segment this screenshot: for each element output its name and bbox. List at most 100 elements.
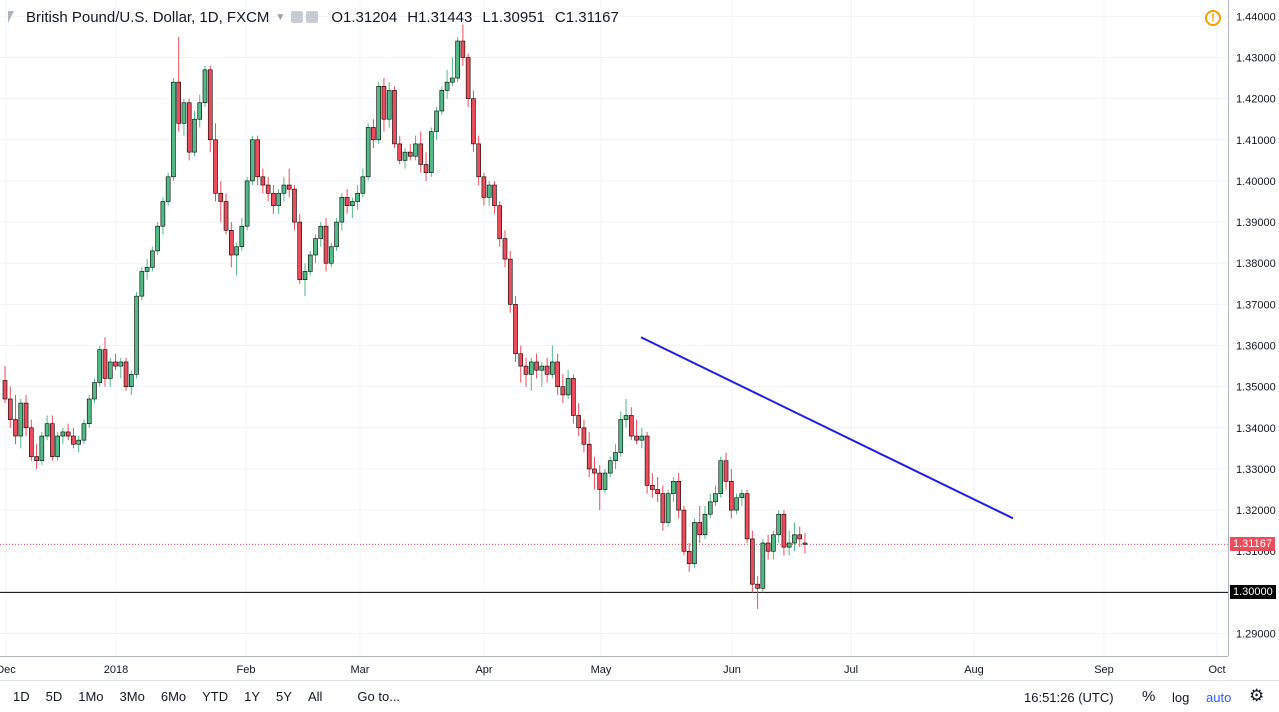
candle-body — [429, 131, 434, 174]
candle-body — [792, 534, 797, 544]
candle-body — [76, 439, 81, 445]
candle-body — [655, 489, 660, 494]
candle-body — [123, 361, 129, 387]
open-label: O — [331, 8, 343, 26]
percent-toggle[interactable]: % — [1142, 688, 1156, 705]
candle-body — [271, 192, 276, 206]
candle-body — [781, 513, 787, 548]
candle — [613, 444, 618, 469]
range-1y[interactable]: 1Y — [244, 689, 261, 704]
candle-body — [365, 127, 371, 178]
candle-body — [302, 271, 308, 280]
candle — [676, 473, 681, 519]
candle-body — [534, 361, 539, 371]
candle-body — [755, 583, 760, 589]
range-5d[interactable]: 5D — [45, 689, 63, 704]
x-tick-label: Dec — [0, 664, 16, 676]
utc-clock[interactable]: 16:51:26 (UTC) — [1024, 690, 1114, 705]
settings-gear-icon[interactable]: ⚙ — [1249, 686, 1265, 705]
candle-body — [634, 435, 639, 441]
candle-body — [55, 435, 60, 457]
candle — [534, 353, 539, 379]
price-chart[interactable]: 1.44000 1.43000 1.42000 1.41000 1.40000 1.390… — [0, 0, 1279, 680]
candle — [302, 263, 308, 297]
candle-body — [439, 90, 445, 112]
candle — [318, 222, 324, 247]
candle-body — [92, 382, 97, 400]
candle-body — [318, 225, 324, 239]
range-1d[interactable]: 1D — [13, 689, 30, 704]
candle-body — [671, 480, 676, 494]
y-tick-label: 1.43000 — [1236, 52, 1276, 64]
candle — [397, 135, 403, 165]
candle — [792, 522, 797, 552]
candle-body — [281, 184, 287, 194]
candle — [413, 135, 418, 161]
candle-body — [13, 419, 18, 437]
candle-body — [113, 361, 118, 367]
format-square-icon[interactable] — [291, 11, 304, 23]
candle — [434, 106, 439, 140]
candle-body — [350, 201, 355, 206]
candle — [681, 505, 687, 556]
candle — [7, 386, 13, 428]
alert-clock-icon[interactable]: ! — [1205, 10, 1221, 26]
candle-body — [229, 230, 234, 256]
candle-body — [644, 435, 650, 486]
candle — [655, 477, 660, 502]
candle — [639, 427, 645, 449]
candle-body — [555, 361, 560, 387]
auto-toggle[interactable]: auto — [1206, 690, 1232, 705]
candle — [271, 185, 276, 214]
candle-body — [397, 143, 403, 161]
candle — [244, 176, 250, 231]
range-1mo[interactable]: 1Mo — [78, 689, 104, 704]
chevron-down-icon[interactable]: ▼ — [275, 11, 286, 23]
range-3mo[interactable]: 3Mo — [119, 689, 145, 704]
y-tick-label: 1.38000 — [1236, 258, 1276, 270]
candle-body — [471, 98, 476, 145]
candle-body — [697, 522, 703, 536]
candle — [750, 530, 755, 593]
settings-square-icon[interactable] — [306, 11, 319, 23]
candle — [507, 250, 513, 313]
support-level — [0, 543, 1228, 593]
candle-body — [381, 85, 387, 120]
candle-body — [560, 386, 566, 396]
y-tick-label: 1.36000 — [1236, 341, 1276, 353]
candle — [734, 493, 739, 515]
candle — [150, 246, 155, 272]
log-toggle[interactable]: log — [1172, 690, 1190, 705]
candle-body — [581, 427, 587, 445]
candle — [323, 217, 329, 272]
candle — [386, 82, 392, 128]
range-ytd[interactable]: YTD — [202, 689, 229, 704]
goto-button[interactable]: Go to... — [357, 689, 401, 704]
candle — [39, 431, 45, 465]
bottom-toolbar: 1D 5D 1Mo 3Mo 6Mo YTD 1Y 5Y All Go to...… — [0, 680, 1279, 712]
range-all[interactable]: All — [307, 689, 323, 704]
candle-body — [771, 534, 776, 552]
chart-area[interactable]: 1.44000 1.43000 1.42000 1.41000 1.40000 1.390… — [0, 0, 1279, 680]
candle — [186, 98, 192, 161]
candle — [44, 415, 50, 441]
candle — [229, 222, 234, 268]
y-tick-label: 1.40000 — [1236, 176, 1276, 188]
candle-body — [592, 468, 597, 474]
range-5y[interactable]: 5Y — [276, 689, 292, 704]
candle-body — [613, 452, 618, 462]
candle — [560, 374, 566, 404]
y-tick-label: 1.33000 — [1236, 464, 1276, 476]
candle — [376, 82, 381, 144]
candle-body — [355, 192, 360, 202]
candle-body — [507, 258, 513, 305]
symbol-title[interactable]: British Pound/U.S. Dollar, 1D, FXCM — [26, 8, 270, 26]
candle-body — [597, 472, 603, 490]
y-tick-label: 1.39000 — [1236, 217, 1276, 229]
candle-body — [455, 40, 460, 79]
range-6mo[interactable]: 6Mo — [160, 689, 187, 704]
candle-body — [665, 493, 671, 523]
candle — [618, 411, 624, 457]
candle — [81, 419, 87, 445]
candle — [181, 98, 187, 136]
